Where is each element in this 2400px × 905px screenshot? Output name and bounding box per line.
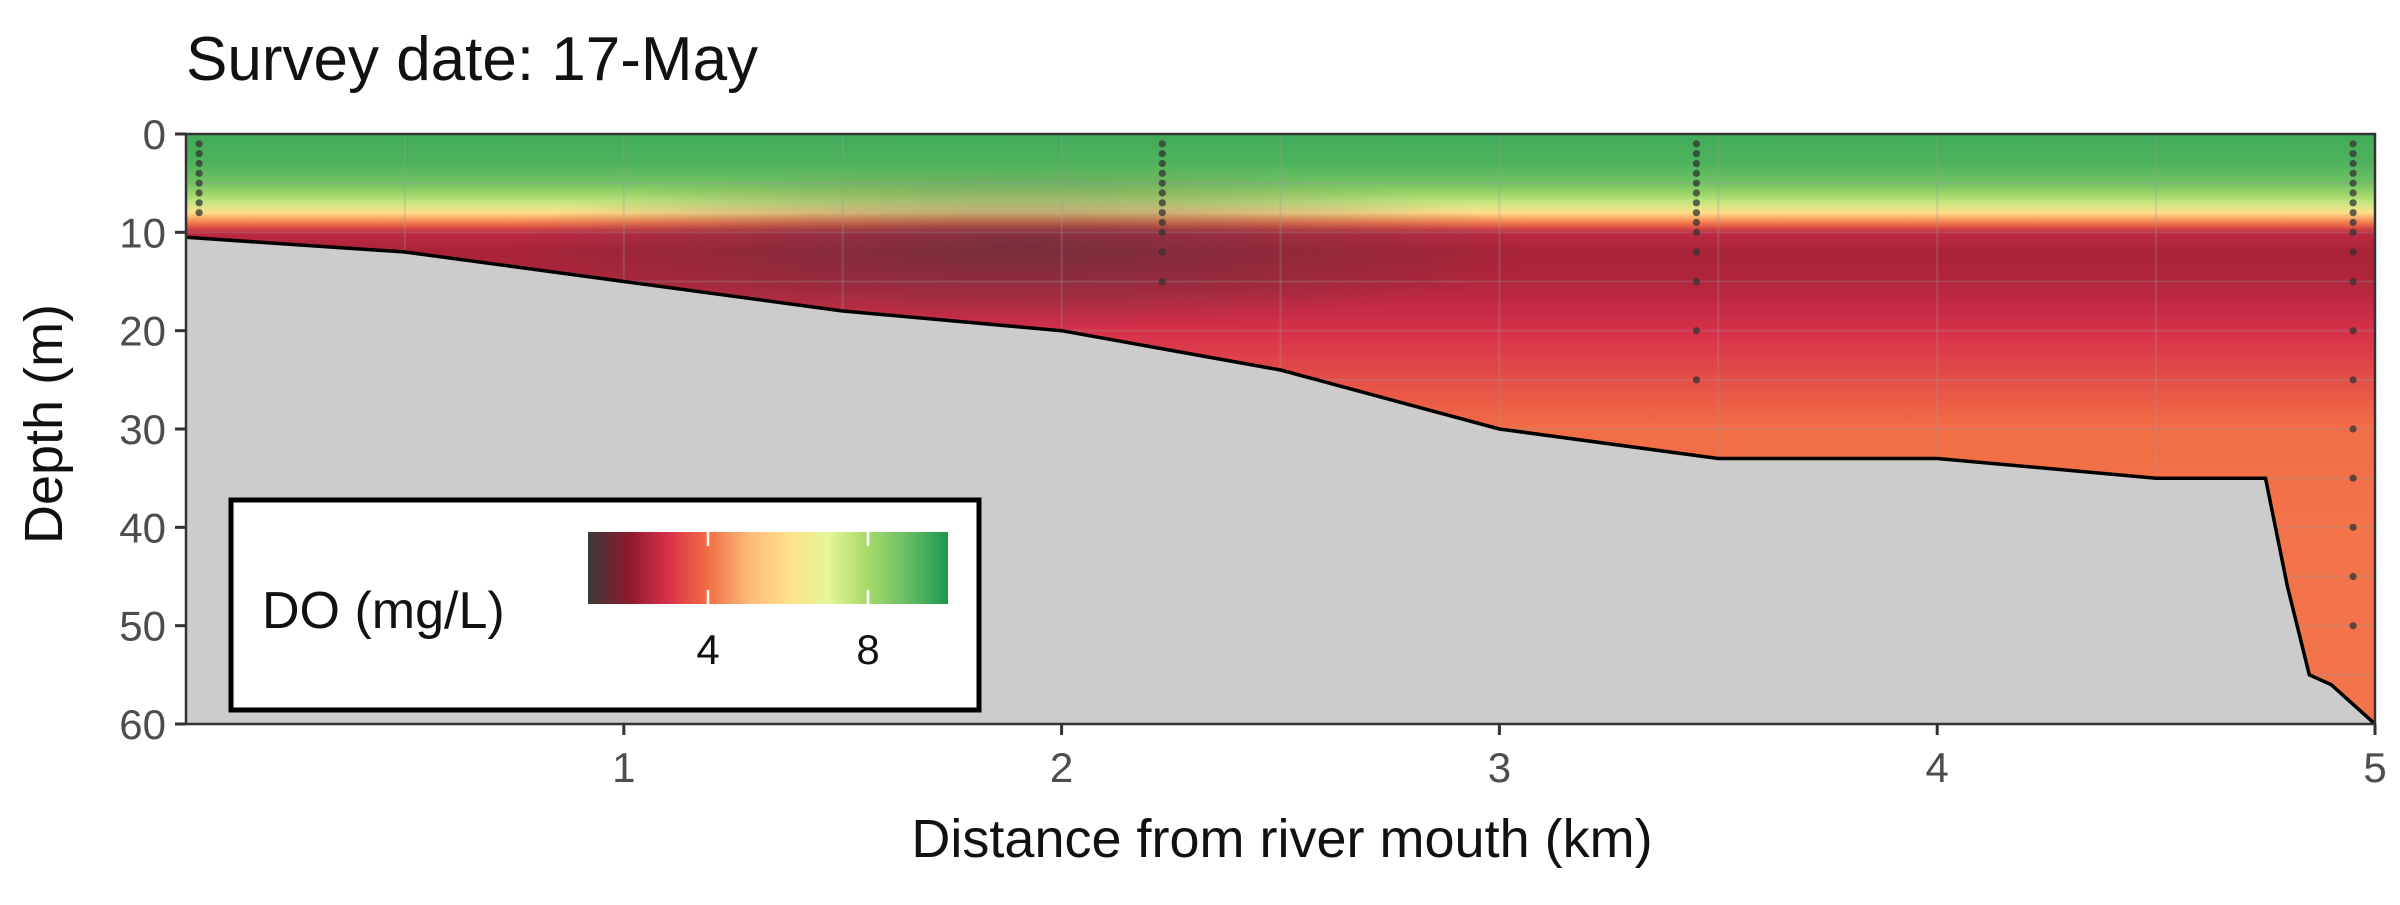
x-tick-label: 4	[1926, 744, 1949, 791]
sample-point	[1693, 140, 1700, 147]
sample-point	[196, 209, 203, 216]
sample-point	[196, 160, 203, 167]
sample-point	[2350, 209, 2357, 216]
x-tick-label: 3	[1488, 744, 1511, 791]
sample-point	[1159, 209, 1166, 216]
legend-title: DO (mg/L)	[262, 582, 505, 640]
sample-point	[2350, 170, 2357, 177]
sample-point	[2350, 229, 2357, 236]
sample-point	[1693, 248, 1700, 255]
sample-point	[1693, 229, 1700, 236]
sample-point	[2350, 150, 2357, 157]
sample-point	[1159, 170, 1166, 177]
sample-point	[2350, 278, 2357, 285]
sample-point	[1693, 199, 1700, 206]
y-tick-label: 20	[119, 308, 166, 355]
sample-point	[1693, 209, 1700, 216]
sample-point	[2350, 219, 2357, 226]
sample-point	[1693, 189, 1700, 196]
sample-point	[1693, 180, 1700, 187]
sample-point	[2350, 425, 2357, 432]
sample-point	[2350, 524, 2357, 531]
chart-title: Survey date: 17-May	[186, 25, 758, 94]
sample-point	[1159, 278, 1166, 285]
sample-point	[2350, 573, 2357, 580]
sample-point	[1159, 180, 1166, 187]
y-tick-label: 10	[119, 209, 166, 256]
y-tick-label: 50	[119, 603, 166, 650]
sample-point	[1693, 278, 1700, 285]
sample-point	[1693, 219, 1700, 226]
sample-point	[196, 150, 203, 157]
sample-point	[196, 140, 203, 147]
x-tick-label: 5	[2363, 744, 2386, 791]
y-tick-label: 60	[119, 701, 166, 748]
sample-point	[2350, 180, 2357, 187]
sample-point	[1159, 199, 1166, 206]
sample-point	[2350, 327, 2357, 334]
y-tick-label: 0	[143, 111, 166, 158]
x-axis-title: Distance from river mouth (km)	[911, 809, 1652, 869]
sample-point	[1159, 229, 1166, 236]
sample-point	[1159, 140, 1166, 147]
sample-point	[2350, 475, 2357, 482]
sample-point	[2350, 140, 2357, 147]
y-tick-label: 30	[119, 406, 166, 453]
sample-point	[2350, 160, 2357, 167]
sample-point	[1159, 160, 1166, 167]
sample-point	[1159, 248, 1166, 255]
y-axis-title: Depth (m)	[14, 304, 74, 544]
sample-point	[2350, 199, 2357, 206]
sample-point	[1693, 170, 1700, 177]
colorbar-gradient	[588, 532, 948, 604]
sample-point	[196, 180, 203, 187]
sample-point	[1693, 150, 1700, 157]
sample-point	[2350, 248, 2357, 255]
sample-point	[2350, 189, 2357, 196]
y-tick-label: 40	[119, 504, 166, 551]
sample-point	[1693, 376, 1700, 383]
colorbar-tick-label: 8	[856, 626, 879, 673]
sample-point	[1159, 189, 1166, 196]
sample-point	[1159, 150, 1166, 157]
sample-point	[1693, 160, 1700, 167]
colorbar-tick-label: 4	[696, 626, 719, 673]
sample-point	[196, 199, 203, 206]
x-tick-label: 1	[612, 744, 635, 791]
sample-point	[196, 189, 203, 196]
x-tick-label: 2	[1050, 744, 1073, 791]
colorbar-legend: DO (mg/L) 4 8	[231, 500, 979, 710]
sample-point	[1693, 327, 1700, 334]
sample-point	[2350, 376, 2357, 383]
sample-point	[196, 170, 203, 177]
sample-point	[1159, 219, 1166, 226]
sample-point	[2350, 622, 2357, 629]
